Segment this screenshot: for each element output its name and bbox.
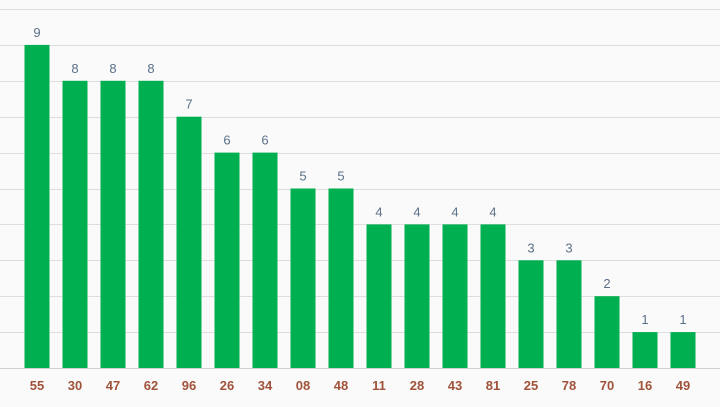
x-tick-label-55: 55 (30, 378, 44, 393)
data-label-49: 1 (679, 312, 686, 327)
data-label-55: 9 (33, 25, 40, 40)
x-tick-label-78: 78 (562, 378, 576, 393)
data-label-11: 4 (375, 204, 382, 219)
x-tick-label-96: 96 (182, 378, 196, 393)
data-label-25: 3 (527, 240, 534, 255)
data-label-81: 4 (489, 204, 496, 219)
data-label-62: 8 (147, 61, 154, 76)
bar-08 (290, 188, 316, 368)
bar-47 (100, 80, 126, 369)
x-tick-label-49: 49 (676, 378, 690, 393)
bar-11 (366, 224, 392, 368)
bar-55 (24, 44, 50, 369)
x-tick-label-26: 26 (220, 378, 234, 393)
bar-43 (442, 224, 468, 368)
data-label-96: 7 (185, 97, 192, 112)
bar-25 (518, 260, 544, 368)
data-label-34: 6 (261, 133, 268, 148)
bar-48 (328, 188, 354, 368)
data-label-70: 2 (603, 276, 610, 291)
x-tick-label-62: 62 (144, 378, 158, 393)
bar-16 (632, 332, 658, 368)
x-tick-label-30: 30 (68, 378, 82, 393)
data-label-26: 6 (223, 133, 230, 148)
data-label-08: 5 (299, 169, 306, 184)
bar-49 (670, 332, 696, 368)
data-label-16: 1 (641, 312, 648, 327)
data-label-47: 8 (109, 61, 116, 76)
data-label-48: 5 (337, 169, 344, 184)
bar-28 (404, 224, 430, 368)
data-label-78: 3 (565, 240, 572, 255)
value-labels-layer: 9 8 8 8 7 6 6 5 5 4 4 4 4 3 3 2 1 1 (33, 25, 686, 327)
data-label-28: 4 (413, 204, 420, 219)
x-tick-label-81: 81 (486, 378, 500, 393)
x-tick-label-48: 48 (334, 378, 348, 393)
bars-layer (24, 44, 696, 369)
bar-34 (252, 152, 278, 368)
data-label-30: 8 (71, 61, 78, 76)
x-tick-label-16: 16 (638, 378, 652, 393)
bar-70 (594, 296, 620, 368)
category-labels-layer: 55 30 47 62 96 26 34 08 48 11 28 43 81 25 78 70 16 49 (30, 378, 690, 393)
x-tick-label-28: 28 (410, 378, 424, 393)
x-tick-label-25: 25 (524, 378, 538, 393)
data-label-43: 4 (451, 204, 458, 219)
bar-96 (176, 116, 202, 368)
bar-81 (480, 224, 506, 368)
bar-78 (556, 260, 582, 368)
x-tick-label-11: 11 (372, 378, 386, 393)
bar-26 (214, 152, 240, 368)
x-tick-label-70: 70 (600, 378, 614, 393)
x-tick-label-08: 08 (296, 378, 310, 393)
bar-62 (138, 80, 164, 369)
x-tick-label-34: 34 (258, 378, 273, 393)
x-tick-label-47: 47 (106, 378, 120, 393)
bar-30 (62, 80, 88, 369)
x-tick-label-43: 43 (448, 378, 462, 393)
